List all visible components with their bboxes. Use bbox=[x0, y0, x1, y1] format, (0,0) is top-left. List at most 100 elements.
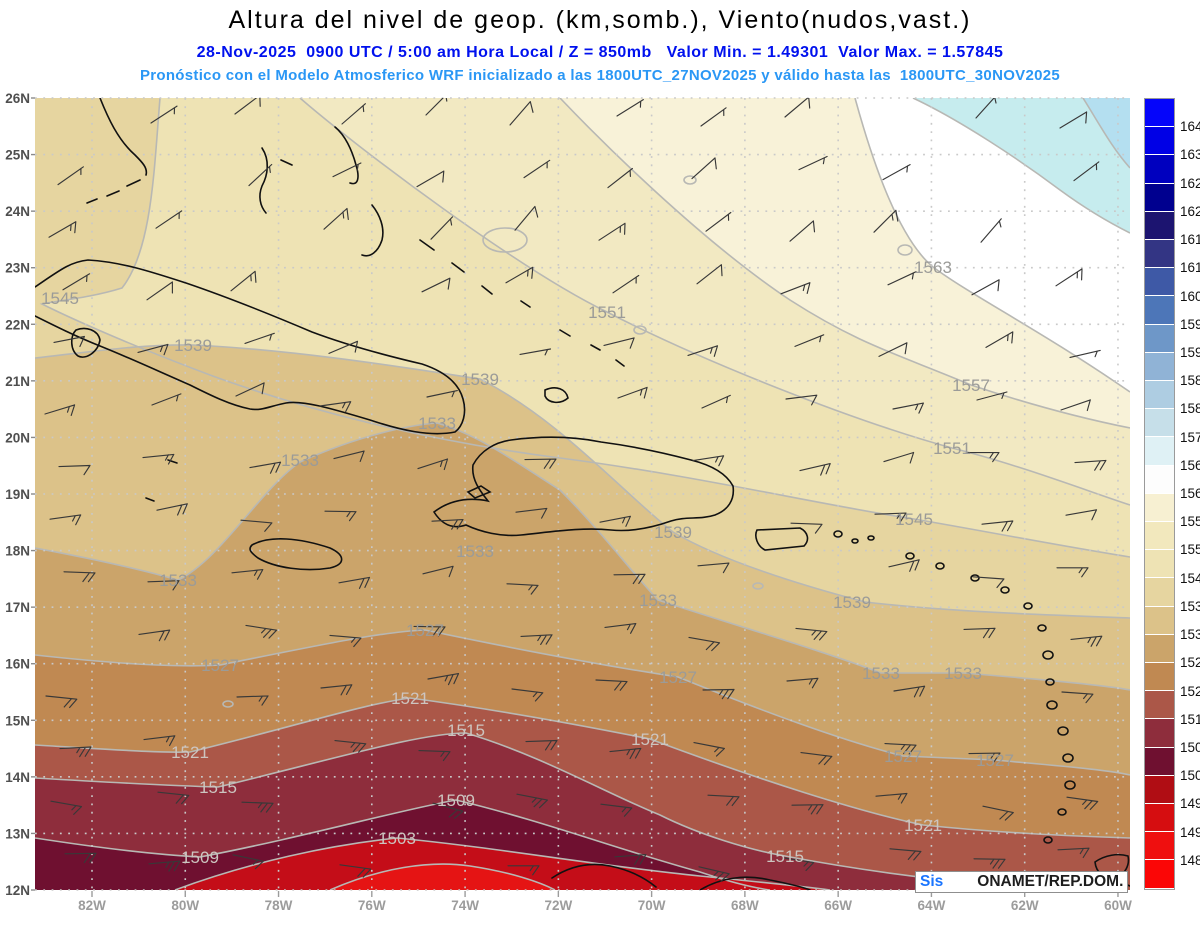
wind-barb bbox=[53, 335, 85, 348]
lon-tick-label: 70W bbox=[638, 898, 666, 913]
island bbox=[867, 535, 875, 541]
colorbar-level-label: 1503 bbox=[1180, 768, 1200, 784]
colorbar-segment bbox=[1145, 296, 1174, 325]
wind-barb bbox=[244, 332, 275, 344]
wind-barb bbox=[1060, 399, 1091, 412]
lat-tick-label: 12N bbox=[5, 883, 30, 898]
colorbar-level-label: 1593 bbox=[1180, 344, 1200, 360]
lat-tick-label: 20N bbox=[5, 430, 30, 445]
colorbar-level-label: 1629 bbox=[1180, 175, 1200, 191]
colorbar-segment bbox=[1145, 634, 1174, 664]
wind-barb bbox=[697, 562, 730, 574]
shaded-bands bbox=[35, 98, 1130, 890]
colorbar-level-label: 1569 bbox=[1180, 457, 1200, 473]
contour-label: 1539 bbox=[174, 336, 212, 355]
colorbar-segment bbox=[1145, 127, 1174, 156]
wind-barb bbox=[137, 343, 169, 356]
colorbar-level-label: 1605 bbox=[1180, 288, 1200, 304]
contour-label: 1533 bbox=[418, 414, 456, 433]
island bbox=[1000, 586, 1010, 594]
wind-barb bbox=[1066, 796, 1099, 811]
contour-label: 1521 bbox=[391, 689, 429, 708]
wind-barb bbox=[874, 512, 907, 523]
lon-tick-label: 72W bbox=[544, 898, 572, 913]
contour-label: 1527 bbox=[976, 751, 1014, 770]
colorbar-segment bbox=[1145, 183, 1174, 212]
contour-label: 1509 bbox=[437, 791, 475, 810]
lon-tick-label: 76W bbox=[358, 898, 386, 913]
wind-barb bbox=[231, 569, 264, 580]
wind-barb bbox=[1073, 161, 1100, 182]
lat-tick-label: 24N bbox=[5, 204, 30, 219]
wind-barb bbox=[1057, 847, 1090, 859]
wind-barb bbox=[878, 342, 908, 357]
lon-tick-label: 80W bbox=[171, 898, 199, 913]
island bbox=[905, 552, 915, 560]
wind-barb bbox=[701, 394, 731, 409]
contour-label: 1545 bbox=[895, 510, 933, 529]
wind-barb bbox=[324, 510, 357, 522]
wind-barb bbox=[418, 750, 451, 762]
lat-tick-label: 16N bbox=[5, 657, 30, 672]
island bbox=[1023, 602, 1033, 610]
wind-barb bbox=[138, 629, 171, 642]
wind-barb bbox=[157, 791, 190, 805]
colorbar-segment bbox=[1145, 550, 1174, 579]
wind-barb bbox=[427, 673, 460, 686]
colorbar-segment bbox=[1145, 578, 1174, 607]
wind-barb bbox=[516, 793, 548, 809]
island bbox=[935, 562, 945, 570]
wind-barb bbox=[241, 801, 274, 813]
wind-barb bbox=[50, 800, 83, 815]
wind-barb bbox=[800, 752, 833, 766]
wind-barb bbox=[416, 170, 445, 188]
wind-barb bbox=[515, 507, 548, 519]
lat-axis: 26N 25N 24N 23N 22N 21N 20N 19N 18N 17N 16N 15N 14N 1… bbox=[5, 91, 35, 898]
wind-barb bbox=[248, 163, 273, 187]
watermark-text: ONAMET/REP.DOM. bbox=[977, 873, 1124, 890]
lat-tick-label: 25N bbox=[5, 148, 30, 163]
wind-barb bbox=[320, 684, 353, 696]
colorbar-level-label: 1521 bbox=[1180, 683, 1200, 699]
wind-barb bbox=[887, 271, 917, 286]
wind-barb bbox=[1070, 635, 1103, 647]
wind-barb bbox=[1059, 111, 1088, 129]
colorbar-level-label: 1617 bbox=[1180, 232, 1200, 248]
contour-label: 1509 bbox=[181, 848, 219, 867]
wind-barb bbox=[980, 218, 1002, 243]
wind-barb bbox=[598, 222, 626, 241]
colorbar-segment bbox=[1145, 775, 1174, 805]
wind-barb bbox=[600, 803, 633, 817]
wind-barb bbox=[794, 334, 825, 347]
contour-label: 1527 bbox=[406, 621, 444, 640]
wind-barb bbox=[693, 742, 725, 757]
wind-barb bbox=[232, 854, 264, 870]
colorbar-level-label: 1551 bbox=[1180, 542, 1200, 558]
colorbar-segment bbox=[1145, 804, 1174, 833]
contour-label: 1533 bbox=[639, 591, 677, 610]
wind-barb bbox=[328, 340, 359, 354]
wind-barbs bbox=[44, 98, 1107, 882]
valid-time-subtitle: 28-Nov-2025 0900 UTC / 5:00 am Hora Loca… bbox=[196, 44, 1004, 61]
island bbox=[1062, 753, 1074, 763]
contour-label: 1563 bbox=[914, 258, 952, 277]
wind-barb bbox=[1074, 459, 1107, 471]
wind-barb bbox=[883, 451, 915, 464]
wind-barb bbox=[888, 559, 920, 572]
wind-barb bbox=[882, 164, 911, 181]
wind-barb bbox=[612, 274, 640, 294]
colorbar-segment bbox=[1145, 99, 1174, 128]
wind-barb bbox=[523, 159, 551, 179]
contour-label: 1521 bbox=[904, 816, 942, 835]
wind-barb bbox=[884, 743, 917, 755]
wind-barb bbox=[329, 634, 362, 648]
colorbar-segment bbox=[1145, 832, 1174, 861]
wind-barb bbox=[333, 450, 365, 462]
contour-label: 1545 bbox=[41, 289, 79, 308]
wind-barb bbox=[782, 857, 815, 872]
wind-barb bbox=[147, 580, 180, 591]
contour-label: 1515 bbox=[447, 721, 485, 740]
